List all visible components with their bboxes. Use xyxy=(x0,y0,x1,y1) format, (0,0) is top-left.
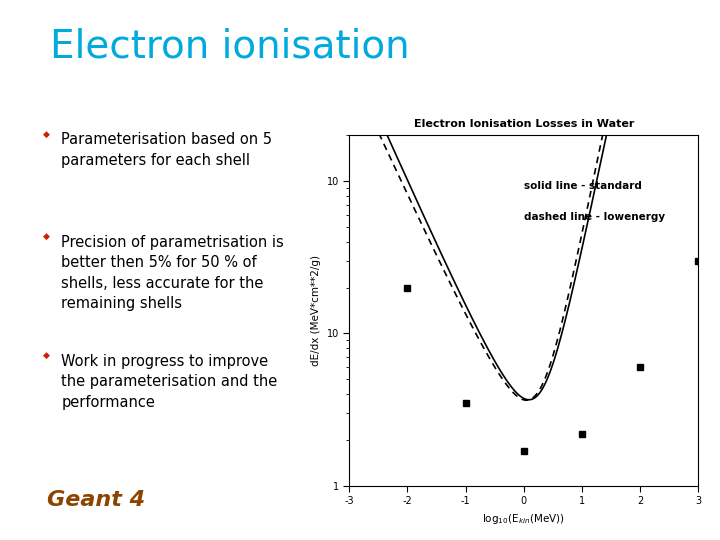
Y-axis label: dE/dx (MeV*cm**2/g): dE/dx (MeV*cm**2/g) xyxy=(311,255,321,366)
Text: solid line - standard: solid line - standard xyxy=(523,180,642,191)
Text: Geant 4: Geant 4 xyxy=(47,490,145,510)
Text: Work in progress to improve
the parameterisation and the
performance: Work in progress to improve the paramete… xyxy=(61,354,277,409)
Text: Precision of parametrisation is
better then 5% for 50 % of
shells, less accurate: Precision of parametrisation is better t… xyxy=(61,235,284,311)
Text: Electron ionisation: Electron ionisation xyxy=(50,27,410,65)
Text: Parameterisation based on 5
parameters for each shell: Parameterisation based on 5 parameters f… xyxy=(61,132,272,168)
X-axis label: log$_{10}$(E$_{kin}$(MeV)): log$_{10}$(E$_{kin}$(MeV)) xyxy=(482,512,565,526)
Text: ◆: ◆ xyxy=(43,232,50,241)
Text: ◆: ◆ xyxy=(43,351,50,360)
Title: Electron Ionisation Losses in Water: Electron Ionisation Losses in Water xyxy=(413,119,634,129)
Text: dashed line - lowenergy: dashed line - lowenergy xyxy=(523,212,665,222)
Text: ◆: ◆ xyxy=(43,130,50,139)
